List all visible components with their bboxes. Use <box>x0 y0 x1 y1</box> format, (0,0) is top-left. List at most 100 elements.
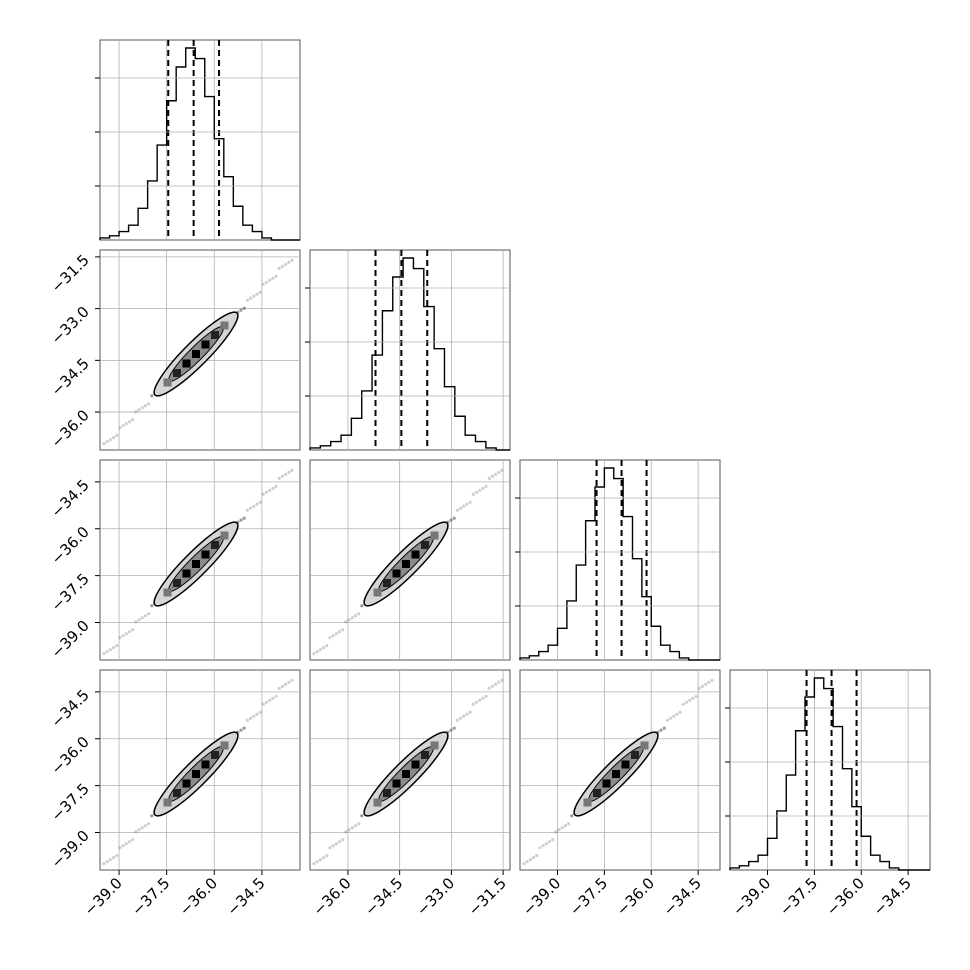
panel-r4c3-xtick-label-3: −34.5 <box>660 874 705 919</box>
panel-r4c1-sample-point-9 <box>131 838 135 842</box>
panel-r4c2-sample-point-4 <box>325 854 329 858</box>
panel-r3c2-sample-point-12 <box>350 616 354 620</box>
panel-r3c2-sample-point-10 <box>344 620 348 624</box>
panel-r3c2-density-cell-2 <box>392 569 401 578</box>
panel-r3c1-sample-point-47 <box>252 504 256 508</box>
panel-r3c2-density-cell-5 <box>421 541 429 549</box>
panel-r3c1-frame <box>99 459 301 661</box>
panel-r4c3-sample-point-49 <box>678 710 682 714</box>
panel-r4c1-sample-point-46 <box>248 716 253 720</box>
panel-r4c2-sample-point-52 <box>478 698 482 702</box>
panel-r4c2-sample-point-44 <box>452 726 456 730</box>
panel-r4c1-sample-point-6 <box>121 844 125 848</box>
panel-r4c1-frame <box>99 669 301 871</box>
panel-r4c3-sample-point-50 <box>681 702 685 706</box>
panel-r2c1-ytick-label-3: −36.0 <box>48 406 93 451</box>
panel-r2c1-sample-point-3 <box>111 436 116 440</box>
panel-r4c1-density-cell-2 <box>182 779 191 788</box>
panel-r4c1-ytick-label-1: −36.0 <box>48 733 93 778</box>
panel-r4c1-sample-point-44 <box>242 726 246 730</box>
panel-r4c1-density-cell-1 <box>173 789 181 797</box>
panel-r2c1-density-cell-1 <box>173 369 181 377</box>
panel-r4c4-xtick-label-0: −39.0 <box>729 874 774 919</box>
panel-r3c1-sample-point-9 <box>131 628 135 632</box>
panel-r2c1-ytick-label-2: −34.5 <box>48 354 93 399</box>
panel-r4c2-sample-point-59 <box>500 678 504 683</box>
panel-r3c1-sample-point-59 <box>290 468 294 472</box>
panel-r2c1-sample-point-58 <box>287 260 291 264</box>
panel-r4c1-sample-point-54 <box>274 694 278 698</box>
panel-r4c4-xtick-label-3: −34.5 <box>870 874 915 919</box>
panel-r4c2-sample-point-7 <box>334 842 338 846</box>
panel-r3c2-sample-point-52 <box>478 488 482 492</box>
panel-r3c1-sample-point-50 <box>261 492 265 496</box>
panel-r4c3-sample-point-13 <box>563 824 568 828</box>
panel-r4c2-sample-point-0 <box>312 862 316 866</box>
panel-r4c3-sample-point-57 <box>704 682 708 686</box>
panel-r4c2-sample-point-12 <box>350 826 354 830</box>
panel-r2c1-sample-point-5 <box>118 426 122 430</box>
panel-r4c3-sample-point-47 <box>672 714 676 718</box>
panel-r4c2-sample-point-10 <box>344 830 348 834</box>
panel-r4c2-sample-point-53 <box>481 696 485 700</box>
panel-r4c3-sample-point-8 <box>547 840 552 844</box>
panel-r3c1-sample-point-14 <box>147 612 151 616</box>
panel-r3c2-sample-point-3 <box>321 646 326 650</box>
panel-r4c2-sample-point-15 <box>360 814 364 818</box>
panel-r4c3-sample-point-11 <box>557 828 561 832</box>
panel-r3c1-density-cell-5 <box>211 541 219 549</box>
panel-r4c2-sample-point-56 <box>490 684 495 688</box>
panel-r4c2-xtick-label-1: −34.5 <box>361 874 406 919</box>
panel-r3c2-sample-point-1 <box>315 650 319 654</box>
panel-r3c1-sample-point-2 <box>108 648 112 652</box>
panel-r4c1-density-cell-6 <box>220 741 229 750</box>
panel-r4c3-sample-point-0 <box>522 862 526 866</box>
panel-r4c3-sample-point-2 <box>528 858 532 862</box>
panel-r3c2-sample-point-56 <box>490 474 495 478</box>
panel-r4c1-density-cell-5 <box>211 751 219 759</box>
panel-r4c3-sample-point-5 <box>538 846 542 850</box>
panel-r3c2-sample-point-50 <box>471 492 475 496</box>
panel-r4c1-sample-point-43 <box>239 728 243 732</box>
panel-r2c1-ytick-label-1: −33.0 <box>48 303 93 348</box>
panel-r4c2-sample-point-48 <box>465 712 469 716</box>
panel-r3c2-sample-point-7 <box>334 632 338 636</box>
panel-r4c2-sample-point-58 <box>497 680 501 684</box>
panel-r4c3-sample-point-48 <box>675 712 679 716</box>
panel-r3c2-sample-point-9 <box>341 628 345 632</box>
panel-r3c1-sample-point-56 <box>280 474 285 478</box>
panel-r4c1-sample-point-4 <box>115 854 119 858</box>
panel-r4c1-sample-point-59 <box>290 678 294 683</box>
panel-r4c1-ytick-label-2: −37.5 <box>48 780 93 825</box>
panel-r4c3-sample-point-10 <box>554 830 558 834</box>
panel-r3c1-sample-point-43 <box>239 518 243 522</box>
panel-r4c2-density-cell-4 <box>411 760 420 769</box>
panel-r4c2-density-cell-6 <box>430 741 439 750</box>
panel-r2c1-sample-point-14 <box>147 402 151 406</box>
panel-r3c2-frame <box>309 459 511 661</box>
panel-r2c1-sample-point-13 <box>143 404 148 408</box>
panel-r2c1-sample-point-57 <box>284 262 288 266</box>
panel-r3c1-sample-point-53 <box>271 486 275 490</box>
panel-r4c2-sample-point-8 <box>337 840 342 844</box>
panel-r3c2-sample-point-49 <box>468 500 472 504</box>
panel-r3c2-sample-point-0 <box>312 652 316 656</box>
panel-r2c1-sample-point-4 <box>115 434 119 438</box>
panel-r2c1-sample-point-56 <box>280 264 285 268</box>
panel-r3c1-density-cell-6 <box>220 531 229 540</box>
panel-r3c1-density-cell-1 <box>173 579 181 587</box>
panel-r4c2-sample-point-47 <box>462 714 466 718</box>
panel-r3c1-density-cell-0 <box>163 588 172 597</box>
panel-r2c1-sample-point-51 <box>264 280 269 284</box>
panel-r2c1-sample-point-46 <box>248 296 253 300</box>
panel-r4c3-sample-point-58 <box>707 680 711 684</box>
panel-r3c2-density-cell-1 <box>383 579 391 587</box>
panel-r4c2-sample-point-45 <box>455 718 459 722</box>
panel-r2c1-sample-point-52 <box>268 278 272 282</box>
panel-r4c1-density-cell-4 <box>201 760 210 769</box>
panel-r4c1-sample-point-47 <box>252 714 256 718</box>
panel-r3c1-density-cell-4 <box>201 550 210 559</box>
panel-r4c2-density-cell-2 <box>392 779 401 788</box>
panel-r3c1-sample-point-3 <box>111 646 116 650</box>
